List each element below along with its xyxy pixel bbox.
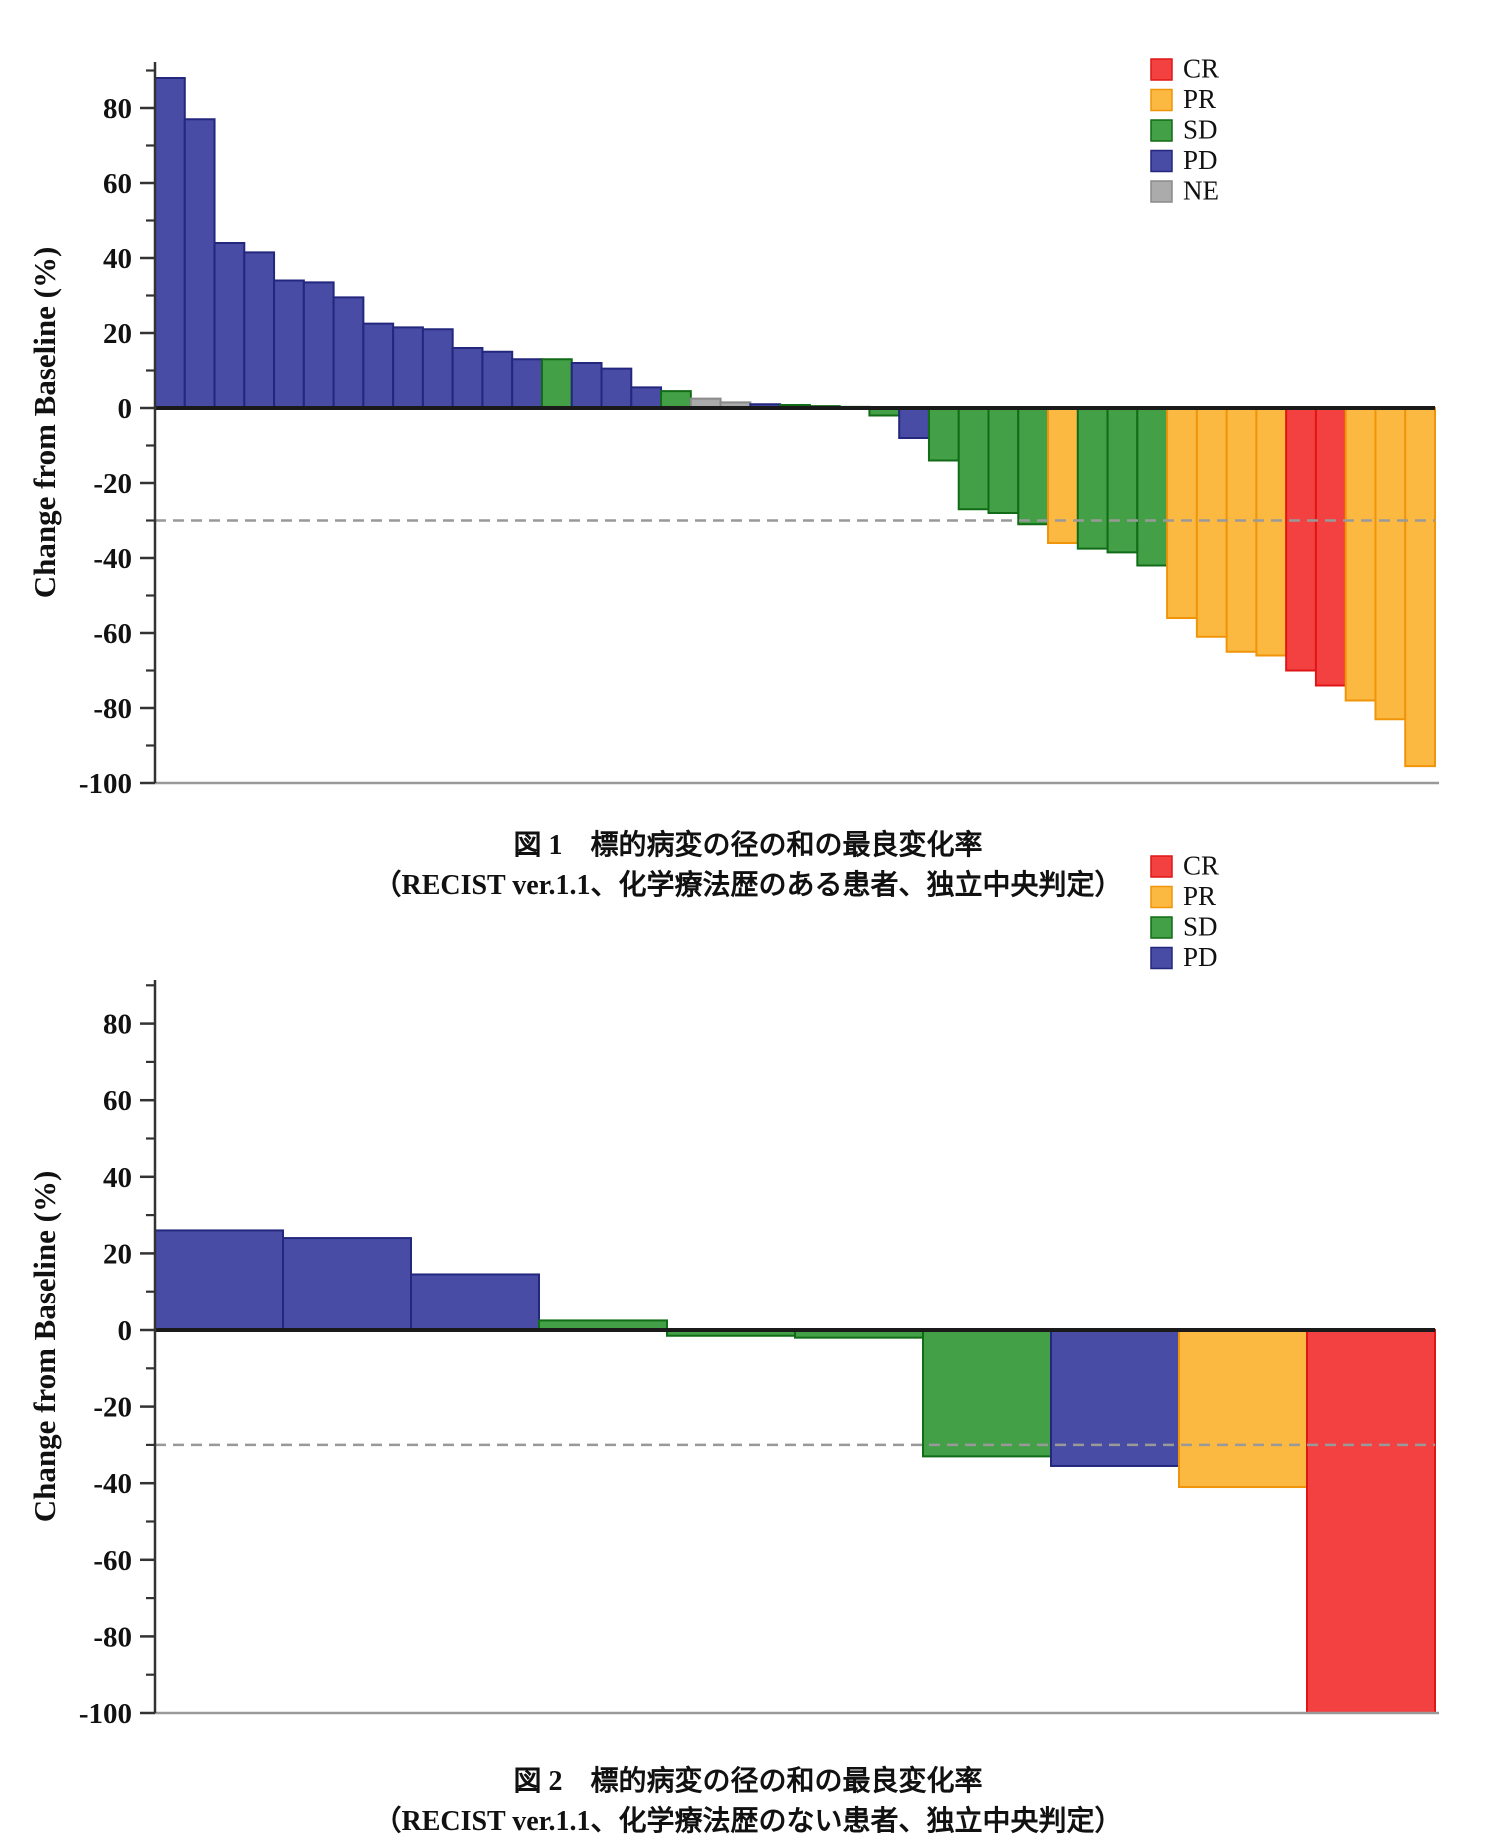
figure1-bar-sd: [957, 407, 990, 511]
figure1-bar-sd: [1136, 407, 1169, 567]
figure2-legend-label-sd: SD: [1183, 912, 1218, 942]
figure1-bar-pd: [273, 279, 305, 409]
figure2-caption: 図 2 標的病変の径の和の最良変化率 （RECIST ver.1.1、化学療法歴…: [0, 1762, 1496, 1842]
figure1-legend-swatch-sd: [1150, 119, 1173, 142]
figure1-bar-pr: [1255, 407, 1288, 657]
figure2-legend-swatch-pr: [1150, 885, 1173, 909]
figure1-bar-pd: [362, 322, 395, 410]
figure1-bar-pd: [183, 118, 216, 409]
figure1-legend-label-cr: CR: [1183, 54, 1219, 84]
figure2-y-tick-label: 60: [103, 1085, 132, 1117]
figure1-legend-swatch-pr: [1150, 88, 1173, 112]
figure2-y-tick-label: 40: [103, 1162, 132, 1194]
figure1-bar-pd: [570, 362, 603, 409]
figure1-bar-pd: [243, 251, 276, 410]
figure2-y-tick-label: 80: [103, 1009, 132, 1041]
figure1-y-tick-label: -80: [93, 693, 132, 725]
figure1-bar-pr: [1195, 407, 1228, 638]
figure1-y-tick-label: 60: [103, 168, 132, 200]
figure1-bar-sd: [540, 358, 573, 409]
figure1-bar-sd: [987, 407, 1020, 514]
figure2-y-axis-title: Change from Baseline (%): [27, 1171, 62, 1523]
figure1-bar-pr: [1047, 407, 1079, 544]
figure1-legend-swatch-cr: [1150, 58, 1173, 81]
figure1-y-tick-label: 20: [103, 318, 132, 350]
figure1-bar-pd: [392, 326, 424, 410]
figure1-bar-sd: [660, 390, 692, 410]
figure1-bar-sd: [1106, 407, 1139, 554]
figure1-legend-swatch-pd: [1150, 149, 1173, 173]
figure1-bar-pr: [1344, 407, 1377, 702]
figure1-bar-pd: [600, 367, 633, 410]
figure2-y-tick-label: 20: [103, 1238, 132, 1270]
figure2-bar-pd: [154, 1229, 284, 1332]
figure1-bar-pd: [154, 77, 186, 409]
figure1-y-tick-label: -20: [93, 468, 132, 500]
figure1-bar-pd: [630, 386, 663, 410]
figure1-caption-line1: 図 1 標的病変の径の和の最良変化率: [513, 830, 983, 861]
figure2-y-tick-label: 0: [118, 1315, 133, 1347]
figure2-bar-pd: [282, 1237, 412, 1331]
figure2-bar-sd: [922, 1329, 1052, 1458]
figure2-y-tick-label: -80: [93, 1621, 132, 1653]
figure2-bar-pr: [1178, 1329, 1308, 1489]
figure1-bar-pr: [1404, 407, 1436, 768]
figure1-y-tick-label: -60: [93, 618, 132, 650]
figure1-bar-pr: [1225, 407, 1258, 653]
figure2-bar-cr: [1306, 1329, 1436, 1714]
figure1-bar-pd: [421, 328, 454, 409]
figure1-bar-sd: [1076, 407, 1109, 550]
figure2-legend-swatch-cr: [1150, 855, 1173, 878]
figure2-caption-line1: 図 2 標的病変の径の和の最良変化率: [513, 1766, 983, 1797]
figure1-caption: 図 1 標的病変の径の和の最良変化率 （RECIST ver.1.1、化学療法歴…: [0, 826, 1496, 906]
figure1-y-axis-title: Change from Baseline (%): [27, 247, 62, 599]
figure1-bar-pd: [511, 358, 543, 409]
figure2-caption-line2: （RECIST ver.1.1、化学療法歴のない患者、独立中央判定）: [373, 1806, 1123, 1837]
figure1-bar-pd: [332, 296, 365, 410]
figure1-y-tick-label: -40: [93, 543, 132, 575]
figure2-y-tick-label: -100: [79, 1698, 132, 1730]
figure2-legend-swatch-sd: [1150, 916, 1173, 939]
figure2-bar-pd: [410, 1273, 540, 1331]
figure1-caption-line2: （RECIST ver.1.1、化学療法歴のある患者、独立中央判定）: [373, 870, 1123, 901]
figure1-legend-label-pd: PD: [1183, 145, 1218, 175]
figure1-bar-sd: [1017, 407, 1050, 526]
figure1-legend-label-ne: NE: [1183, 176, 1219, 206]
figure1-bar-cr: [1314, 407, 1347, 687]
figure2-legend-label-pr: PR: [1183, 881, 1216, 911]
figure1-bar-pd: [302, 281, 335, 410]
figure1-bar-sd: [927, 407, 960, 462]
figure1-bar-pd: [481, 350, 514, 409]
figure1-bar-pd: [213, 242, 246, 409]
figure2-bar-pd: [1050, 1329, 1180, 1467]
figure2-y-tick-label: -40: [93, 1468, 132, 1500]
figure2-legend-label-pd: PD: [1183, 942, 1218, 972]
figure1-y-tick-label: 0: [118, 393, 133, 425]
figure1-y-tick-label: -100: [79, 768, 132, 800]
figure1-bar-pr: [1374, 407, 1407, 721]
figure1-y-tick-label: 80: [103, 93, 132, 125]
figure2-y-tick-label: -20: [93, 1392, 132, 1424]
figure1-y-tick-label: 40: [103, 243, 132, 275]
figure1-bar-pr: [1166, 407, 1198, 619]
figure1-bar-pd: [451, 347, 484, 409]
figure2-legend-label-cr: CR: [1183, 851, 1219, 881]
figure1-legend-swatch-ne: [1150, 180, 1173, 203]
figure1-bar-cr: [1285, 407, 1317, 672]
figure2-legend-swatch-pd: [1150, 946, 1173, 970]
figure1-legend-label-sd: SD: [1183, 115, 1218, 145]
figure1-legend-label-pr: PR: [1183, 84, 1216, 114]
figure1-bar-pd: [898, 407, 930, 439]
figure2-y-tick-label: -60: [93, 1545, 132, 1577]
